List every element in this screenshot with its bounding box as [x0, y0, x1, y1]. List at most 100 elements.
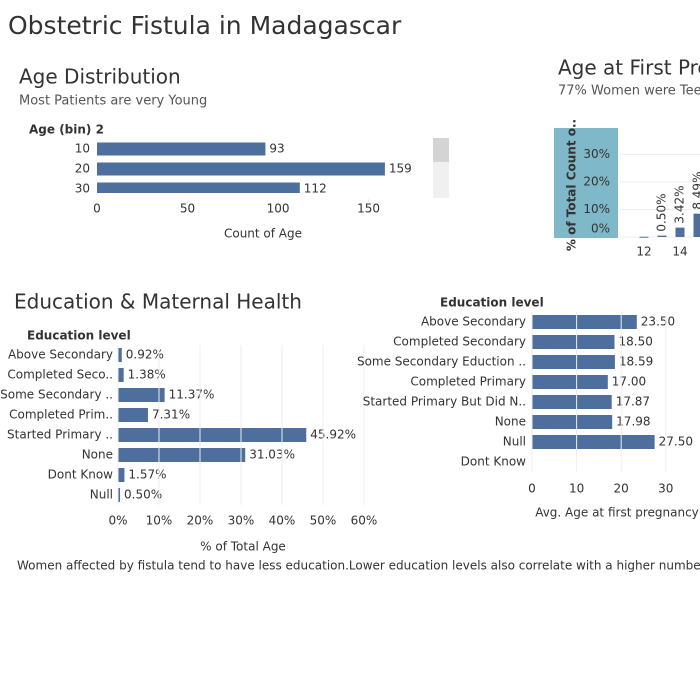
y-tick-label: Some Secondary .. [0, 388, 113, 402]
bar [675, 227, 685, 237]
plot-area: Above Secondary 0.92% Completed Seco.. 1.38… [0, 348, 356, 502]
y-tick-label: Null [503, 435, 526, 449]
scrollbar-thumb[interactable] [433, 138, 449, 162]
chart-subtitle: Most Patients are very Young [19, 94, 207, 109]
y-axis-title: Education level [27, 329, 131, 343]
chart-subtitle: 77% Women were Teen [558, 84, 700, 99]
value-label: 112 [304, 182, 327, 196]
y-tick-label: Started Primary But Did N.. [363, 395, 526, 409]
value-label: 11.37% [169, 388, 215, 402]
value-label: 45.92% [310, 428, 356, 442]
value-label: 159 [389, 162, 412, 176]
chart-age-first-pregnancy: 0% 10% 20% 30% 12 0.50%14 3.42% 8.49% Age at Fir… [558, 56, 700, 259]
x-tick-label: 20 [614, 482, 629, 496]
y-tick-label: Some Secondary Eduction .. [357, 355, 526, 369]
plot-area: 10 93 20 159 30 112 [75, 142, 412, 196]
bar [532, 335, 615, 349]
bar [657, 235, 667, 237]
value-label: 3.42% [673, 185, 687, 223]
bar [693, 213, 700, 237]
y-tick-label: Above Secondary [421, 315, 526, 329]
y-tick-label: Above Secondary [8, 348, 113, 362]
value-label: 0.50% [124, 488, 162, 502]
bar [532, 355, 615, 369]
x-tick-label: 150 [357, 202, 380, 216]
chart-age-distribution: 10 93 20 159 30 112 0 50 100 150 Age Distribution M… [19, 65, 412, 241]
bar [97, 182, 300, 193]
value-label: 93 [269, 142, 284, 156]
value-label: 7.31% [152, 408, 190, 422]
y-tick-label: 20 [75, 162, 90, 176]
x-tick-label: 30 [658, 482, 673, 496]
chart-title: Education & Maternal Health [14, 290, 302, 314]
x-tick-label: 50% [310, 514, 337, 528]
x-tick-label: 12 [636, 245, 651, 259]
y-tick-label: None [495, 415, 526, 429]
bar [118, 368, 124, 382]
footer-note: Women affected by fistula tend to have l… [17, 559, 700, 573]
x-tick-label: 40% [269, 514, 296, 528]
bar [118, 428, 307, 442]
y-tick-label: Completed Prim.. [9, 408, 113, 422]
chart-education-share: Above Secondary 0.92% Completed Seco.. 1.38… [0, 290, 377, 554]
y-axis-title: Education level [440, 296, 544, 310]
x-tick-label: 0 [528, 482, 536, 496]
value-label: 0.92% [126, 348, 164, 362]
value-label: 8.49% [691, 172, 700, 210]
value-label: 1.38% [128, 368, 166, 382]
y-tick-label: 30 [75, 182, 90, 196]
y-tick-label: None [82, 448, 113, 462]
bar [639, 236, 649, 238]
bar [532, 395, 612, 409]
y-tick-label: Dont Know [461, 455, 527, 469]
x-tick-label: 30% [228, 514, 255, 528]
y-tick-label: Completed Seco.. [7, 368, 113, 382]
bar [532, 375, 608, 389]
y-tick-label: Null [90, 488, 113, 502]
value-label: 18.59 [619, 355, 653, 369]
x-tick-label: 14 [672, 245, 687, 259]
value-label: 17.87 [616, 395, 650, 409]
y-axis-title: Age (bin) 2 [29, 123, 104, 137]
dashboard-title: Obstetric Fistula in Madagascar [8, 11, 402, 40]
axis-highlight [554, 128, 618, 238]
bar [97, 142, 266, 156]
y-tick-label: Completed Secondary [393, 335, 526, 349]
bar [118, 468, 125, 482]
value-label: 31.03% [249, 448, 295, 462]
x-tick-label: 60% [351, 514, 378, 528]
bar [532, 315, 637, 329]
x-tick-label: 100 [267, 202, 290, 216]
bar [97, 162, 385, 176]
value-label: 1.57% [128, 468, 166, 482]
x-axis-title: Avg. Age at first pregnancy [535, 506, 699, 520]
y-tick-label: 20% [583, 175, 610, 189]
value-label: 18.50 [619, 335, 653, 349]
y-tick-label: Dont Know [48, 468, 114, 482]
y-tick-label: 10 [75, 142, 90, 156]
y-tick-label: Started Primary .. [7, 428, 113, 442]
y-tick-label: 0% [591, 222, 610, 236]
y-tick-label: 10% [583, 202, 610, 216]
x-axis-title: Count of Age [224, 227, 302, 241]
x-tick-label: 0% [108, 514, 127, 528]
x-axis-title: % of Total Age [200, 540, 286, 554]
bar [118, 488, 121, 502]
bar [118, 408, 148, 422]
bar [532, 415, 613, 429]
x-tick-label: 20% [187, 514, 214, 528]
plot-area: Above Secondary 23.50 Completed Secondary 1… [357, 315, 693, 469]
value-label: 17.00 [612, 375, 646, 389]
bar [118, 348, 122, 362]
x-tick-label: 10% [146, 514, 173, 528]
y-axis-title: % of Total Count o.. [565, 119, 579, 251]
bar [532, 435, 655, 449]
x-tick-label: 10 [569, 482, 584, 496]
chart-education-age: Above Secondary 23.50 Completed Secondary 1… [357, 296, 699, 520]
x-tick-label: 0 [93, 202, 101, 216]
value-label: 27.50 [659, 435, 693, 449]
bar [118, 388, 165, 402]
value-label: 0.50% [655, 194, 669, 232]
